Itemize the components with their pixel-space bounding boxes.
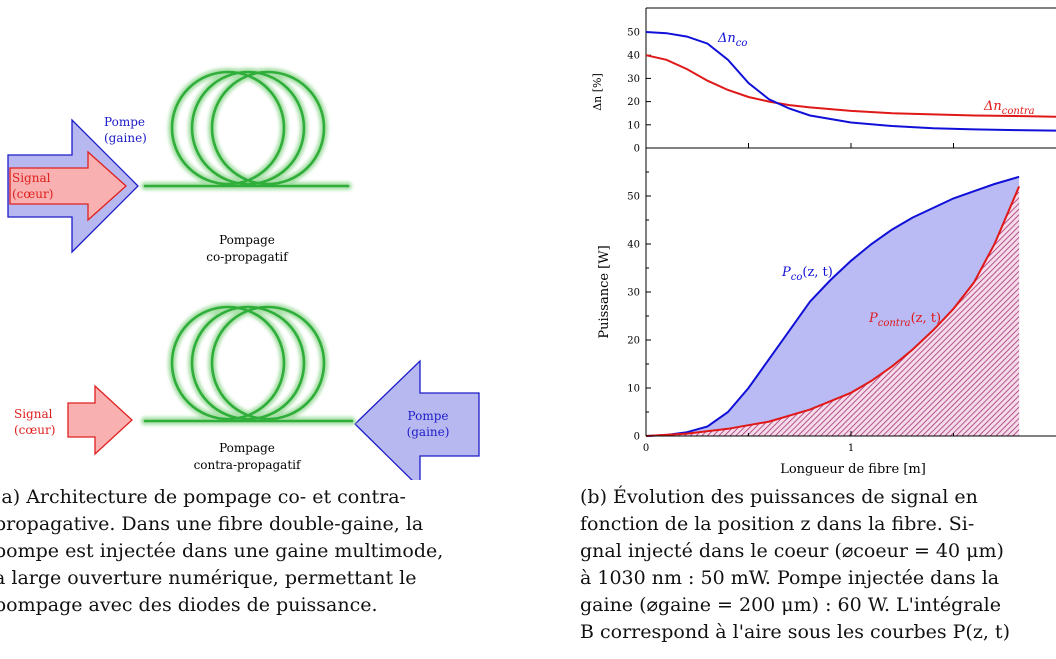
contra-label-1: Pompage [219,441,275,455]
bottom-x-label: Longueur de fibre [m] [780,462,926,477]
co-propagation-scheme: Pompe (gaine) Signal (cœur) Pompage co-p… [7,68,352,264]
caption-a: (a) Architecture de pompage co- et contr… [0,484,494,619]
caption-b-line: gnal injecté dans le coeur (⌀coeur = 40 … [580,540,1004,562]
pump-label-contra-1: Pompe [408,409,449,423]
caption-b-line: B correspond à l'aire sous les courbes P… [580,621,1010,643]
caption-b-line: gaine (⌀gaine = 200 μm) : 60 W. L'intégr… [580,594,1001,616]
caption-b-line: (b) Évolution des puissances de signal e… [580,486,978,508]
co-label-1: Pompage [219,233,275,247]
pump-label-co-2: (gaine) [104,131,147,145]
top-y-tick-label: 50 [627,28,640,39]
top-y-tick-label: 20 [627,97,640,108]
contra-label-2: contra-propagatif [194,458,302,472]
bottom-y-label: Puissance [W] [597,245,612,338]
top-y-tick-label: 30 [627,74,640,85]
bottom-y-tick-label: 0 [634,432,640,443]
caption-b: (b) Évolution des puissances de signal e… [580,484,1056,646]
pump-label-co-1: Pompe [104,115,145,129]
bottom-x-tick-label: 1 [848,443,854,454]
pump-arrow-contra [354,359,480,480]
co-label-2: co-propagatif [206,250,289,264]
delta-n-contra-line [645,54,1056,118]
caption-a-line: à large ouverture numérique, permettant … [0,567,417,589]
signal-label-co-2: (cœur) [12,187,53,201]
p-co-line [645,175,1020,437]
pumping-diagram: Pompe (gaine) Signal (cœur) Pompage co-p… [7,68,480,480]
fiber-coil-co [141,68,352,190]
bottom-y-tick-label: 10 [627,384,640,395]
fiber-coil-contra [141,303,356,425]
delta-n-contra-label: Δncontra [983,99,1035,117]
caption-a-line: propagative. Dans une fibre double-gaine… [0,513,424,535]
power-chart: 0 10 20 30 40 50 0 1 Longueur de fibre [m] Puissa… [597,148,1056,477]
top-y-label: Δn [%] [591,73,604,111]
caption-a-line: (a) Architecture de pompage co- et contr… [0,486,406,508]
caption-b-line: à 1030 nm : 50 mW. Pompe injectée dans l… [580,567,1000,589]
top-y-tick-label: 0 [634,144,640,155]
bottom-y-tick-label: 30 [627,288,640,299]
p-contra-label: Pcontra(z, t) [868,311,941,329]
delta-n-chart: 0 10 20 30 40 50 Δn [%] Δnco Δncontra [591,7,1056,155]
bottom-x-tick-label: 0 [643,443,649,454]
signal-label-contra-2: (cœur) [14,423,55,437]
p-contra-area [646,186,1020,436]
caption-a-line: pompe est injectée dans une gaine multim… [0,540,444,562]
bottom-y-tick-label: 40 [627,240,640,251]
signal-arrow-contra [67,384,133,456]
caption-a-line: pompage avec des diodes de puissance. [0,594,378,616]
delta-n-co-label: Δnco [717,31,747,49]
delta-n-co-line [645,31,1056,132]
signal-label-contra-1: Signal [14,407,53,421]
p-contra-line [645,186,1021,437]
contra-propagation-scheme: Signal (cœur) Pompe (gaine) Pompage cont… [14,303,480,480]
top-y-tick-label: 10 [627,120,640,131]
signal-label-co-1: Signal [12,171,51,185]
pump-label-contra-2: (gaine) [407,425,450,439]
bottom-y-tick-label: 20 [627,336,640,347]
caption-b-line: fonction de la position z dans la fibre.… [580,513,975,535]
bottom-y-tick-label: 50 [627,192,640,203]
p-co-label: Pco(z, t) [781,265,833,283]
top-y-tick-label: 40 [627,51,640,62]
signal-arrow-co [9,150,127,222]
